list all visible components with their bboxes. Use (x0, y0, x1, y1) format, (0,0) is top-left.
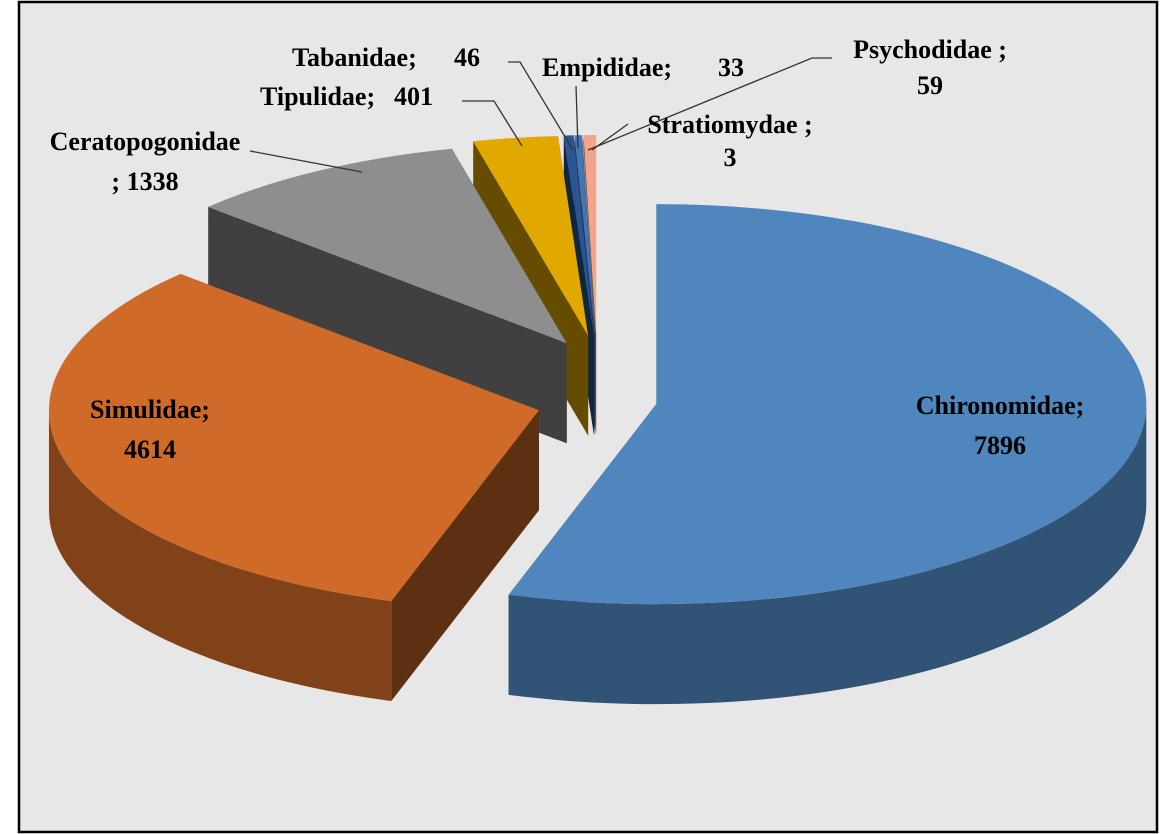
data-label-name: Tipulidae; (260, 82, 375, 111)
slice-top (563, 135, 594, 336)
data-label-value: 4614 (124, 435, 176, 464)
slice-top (583, 135, 597, 336)
data-label-name: Tabanidae; (292, 43, 417, 72)
data-label-name: Stratiomydae ; (647, 110, 812, 139)
slice-top (582, 135, 596, 336)
slice (48, 273, 539, 701)
data-label-value: 59 (917, 71, 943, 100)
data-label-name: Ceratopogonidae (50, 127, 241, 156)
leader-line (462, 100, 523, 147)
leader-line (587, 57, 832, 151)
slice-top (473, 136, 589, 336)
leader-line (575, 85, 579, 149)
data-label-name: Psychodidae ; (853, 35, 1007, 64)
slice-top (508, 204, 1147, 605)
slice-side (208, 206, 567, 444)
leader-lines (249, 57, 832, 173)
data-label-value: 7896 (974, 431, 1026, 460)
slice-top (208, 148, 567, 344)
leader-line (249, 150, 363, 173)
slice-top (48, 273, 539, 601)
data-label-value: 33 (718, 53, 744, 82)
slice-top (574, 135, 595, 336)
leader-line (508, 61, 574, 151)
data-label-name: Empididae; (542, 53, 672, 82)
data-label-name: Chironomidae; (916, 391, 1085, 420)
data-label-name: Simulidae; (90, 395, 210, 424)
slice (508, 204, 1147, 705)
slice-rim (508, 404, 1147, 705)
data-label-value: 401 (394, 82, 433, 111)
slice (208, 148, 567, 444)
data-label-value: 46 (454, 43, 480, 72)
slice-rim (48, 410, 392, 701)
data-label-value: ; 1338 (111, 167, 178, 196)
data-label-value: 3 (724, 143, 737, 172)
